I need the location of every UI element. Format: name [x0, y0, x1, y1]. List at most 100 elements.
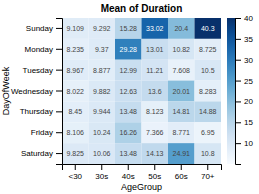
x-axis-line	[63, 165, 222, 171]
y-tick-label: Monday	[25, 45, 53, 54]
cell-label: 9.944	[93, 108, 111, 115]
cell-label: 9.109	[66, 25, 84, 32]
cell	[115, 81, 142, 102]
colorbar-tick-mark	[235, 143, 241, 144]
cell	[142, 122, 169, 143]
title: Mean of Duration	[101, 3, 183, 14]
cell	[142, 60, 169, 81]
cell-label: 8.283	[199, 88, 217, 95]
cell-label: 13.01	[146, 46, 164, 53]
x-tick-label: <30	[68, 172, 82, 181]
y-tick-label: Friday	[31, 128, 53, 137]
cell	[195, 39, 222, 60]
cell	[195, 81, 222, 102]
cell	[62, 143, 89, 164]
cell	[142, 81, 169, 102]
x-tick-mark	[181, 164, 182, 170]
cell-label: 12.99	[119, 67, 137, 74]
y-tick: Sunday	[26, 24, 62, 33]
y-tick-label: Thursday	[20, 107, 53, 116]
cell-label: 12.63	[119, 88, 137, 95]
y-tick-label: Sunday	[26, 24, 53, 33]
cell-label: 9.882	[93, 88, 111, 95]
cell-label: 29.28	[119, 46, 137, 53]
colorbar-tick-mark	[235, 39, 241, 40]
y-tick-mark	[56, 49, 62, 50]
x-tick: <30	[68, 164, 82, 181]
x-tick-label: 50s	[148, 172, 161, 181]
cell	[115, 60, 142, 81]
cell-label: 14.88	[199, 108, 217, 115]
cell-label: 10.82	[172, 46, 190, 53]
cell-label: 8.877	[93, 67, 111, 74]
cell	[89, 143, 116, 164]
x-tick: 50s	[148, 164, 161, 181]
x-tick: 70+	[201, 164, 215, 181]
x-tick: 60s	[175, 164, 188, 181]
cell	[168, 81, 195, 102]
cell	[142, 143, 169, 164]
x-tick-label: 60s	[175, 172, 188, 181]
colorbar: 10152025303540	[227, 14, 253, 164]
cell	[62, 39, 89, 60]
cell-label: 10.06	[93, 150, 111, 157]
cell	[115, 18, 142, 39]
cell-label: 15.28	[119, 25, 137, 32]
colorbar-tick-mark	[235, 60, 241, 61]
cell-label: 11.21	[146, 67, 163, 74]
y-tick-mark	[56, 153, 62, 154]
x-tick-label: 70+	[201, 172, 215, 181]
colorbar-tick: 25	[235, 77, 253, 86]
y-tick-label: Wednesday	[11, 87, 53, 96]
cell-labels: 9.1099.29215.2833.0220.440.38.2359.3729.…	[66, 25, 216, 157]
y-tick: Saturday	[21, 149, 62, 158]
y-axis: Sunday Monday Tuesday Wednesday Thursday Frid…	[11, 19, 63, 165]
y-tick: Thursday	[20, 107, 62, 116]
cell	[142, 101, 169, 122]
colorbar-tick-mark	[235, 122, 241, 123]
cell	[89, 122, 116, 143]
cell-label: 9.37	[95, 46, 109, 53]
cell	[115, 39, 142, 60]
cell-label: 9.825	[66, 150, 84, 157]
y-tick-mark	[56, 132, 62, 133]
cell	[62, 81, 89, 102]
colorbar-tick-label: 40	[244, 14, 253, 23]
cell-label: 8.235	[66, 46, 84, 53]
cell	[142, 18, 169, 39]
y-axis-line	[56, 19, 63, 165]
y-tick: Wednesday	[11, 87, 62, 96]
cell-label: 8.022	[66, 88, 84, 95]
cell	[62, 122, 89, 143]
colorbar-tick: 30	[235, 56, 253, 65]
cell	[89, 101, 116, 122]
cell	[168, 60, 195, 81]
cell	[89, 60, 116, 81]
cell-label: 20.4	[174, 25, 188, 32]
x-tick: 40s	[122, 164, 135, 181]
colorbar-axis: 10152025303540	[235, 14, 253, 164]
cell	[115, 122, 142, 143]
y-tick-mark	[56, 111, 62, 112]
cell-label: 10.24	[93, 129, 111, 136]
cell-label: 13.48	[119, 150, 137, 157]
cell	[168, 101, 195, 122]
cell-label: 14.81	[172, 108, 190, 115]
cell	[195, 122, 222, 143]
x-tick: 30s	[95, 164, 108, 181]
colorbar-tick-label: 25	[244, 77, 253, 86]
cell-label: 13.6	[148, 88, 162, 95]
cell	[195, 60, 222, 81]
cell-label: 7.608	[172, 67, 190, 74]
cells	[62, 18, 221, 164]
cell-label: 8.725	[199, 46, 217, 53]
colorbar-tick-mark	[235, 101, 241, 102]
y-tick-label: Tuesday	[23, 66, 53, 75]
cell	[89, 81, 116, 102]
colorbar-axis-line	[236, 19, 242, 165]
cell-label: 8.106	[66, 129, 84, 136]
x-tick-label: 40s	[122, 172, 135, 181]
cell-label: 7.366	[146, 129, 164, 136]
cell	[195, 101, 222, 122]
cell	[115, 143, 142, 164]
